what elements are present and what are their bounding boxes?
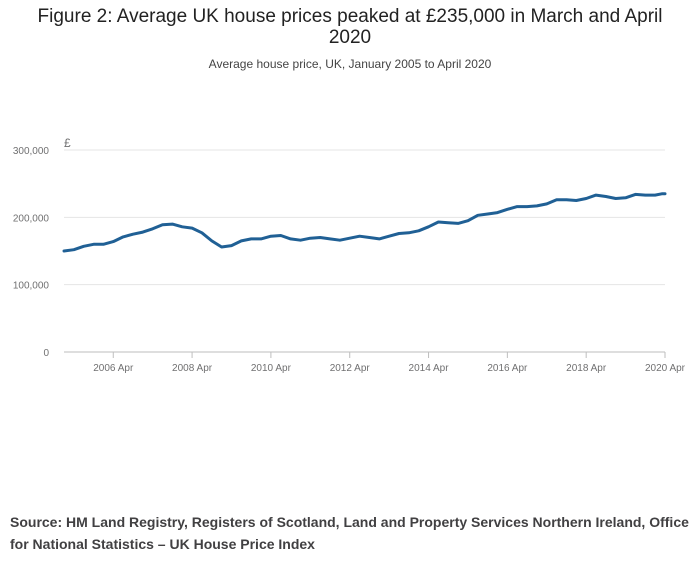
- chart-title: Figure 2: Average UK house prices peaked…: [37, 6, 663, 48]
- x-tick-label: 2018 Apr: [566, 363, 607, 374]
- x-tick-label: 2006 Apr: [93, 363, 134, 374]
- source-note: Source: HM Land Registry, Registers of S…: [10, 514, 689, 552]
- y-tick-label: 200,000: [13, 213, 50, 224]
- y-axis-tick-labels: 0 100,000 200,000 300,000: [13, 146, 50, 359]
- axes: [64, 351, 666, 358]
- x-tick-label: 2014 Apr: [409, 363, 450, 374]
- x-tick-label: 2008 Apr: [172, 363, 213, 374]
- y-tick-label: 100,000: [13, 281, 50, 292]
- y-axis-unit-label: £: [64, 136, 71, 150]
- series-line-average-house-price: [62, 192, 667, 253]
- x-axis-tick-labels: 2006 Apr 2008 Apr 2010 Apr 2012 Apr 2014 Apr…: [93, 363, 685, 374]
- x-tick-label: 2020 Apr: [645, 363, 686, 374]
- y-tick-label: 300,000: [13, 146, 50, 157]
- y-tick-label: 0: [43, 348, 49, 359]
- x-tick-label: 2010 Apr: [251, 363, 292, 374]
- chart-subtitle: Average house price, UK, January 2005 to…: [208, 57, 492, 71]
- x-tick-label: 2012 Apr: [330, 363, 371, 374]
- gridlines: [64, 149, 665, 286]
- x-tick-label: 2016 Apr: [487, 363, 528, 374]
- series-layer: [62, 192, 667, 253]
